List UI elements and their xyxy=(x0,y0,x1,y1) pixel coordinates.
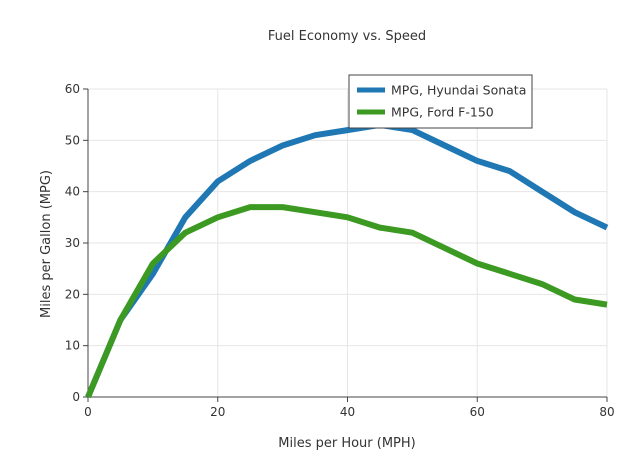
legend-box xyxy=(348,74,533,129)
x-tick-label: 0 xyxy=(84,405,92,419)
axis-layer: 0 20 40 60 80 0 10 20 30 40 50 60 xyxy=(65,82,615,419)
series-line-2 xyxy=(85,204,608,399)
chart-title: Fuel Economy vs. Speed xyxy=(268,29,426,44)
y-axis-title: Miles per Gallon (MPG) xyxy=(39,170,54,318)
y-tick-label: 10 xyxy=(65,339,80,353)
series-layer xyxy=(85,121,609,399)
y-tick-label: 40 xyxy=(65,185,80,199)
y-tick-label: 60 xyxy=(65,82,80,96)
x-tick-label: 80 xyxy=(599,405,614,419)
series-line-1 xyxy=(85,121,609,399)
x-tick-label: 40 xyxy=(340,405,355,419)
x-tick-label: 60 xyxy=(470,405,485,419)
y-tick-label: 30 xyxy=(65,236,80,250)
y-tick-label: 0 xyxy=(72,390,80,404)
grid-layer xyxy=(88,88,608,397)
legend-entry[interactable]: MPG, Hyundai Sonata xyxy=(391,83,526,98)
x-axis-title: Miles per Hour (MPH) xyxy=(278,436,416,451)
y-tick-label: 20 xyxy=(65,287,80,301)
legend[interactable]: MPG, Hyundai Sonata MPG, Ford F-150 xyxy=(348,74,533,129)
legend-entry[interactable]: MPG, Ford F-150 xyxy=(391,105,494,120)
x-tick-label: 20 xyxy=(210,405,225,419)
y-tick-label: 50 xyxy=(65,133,80,147)
